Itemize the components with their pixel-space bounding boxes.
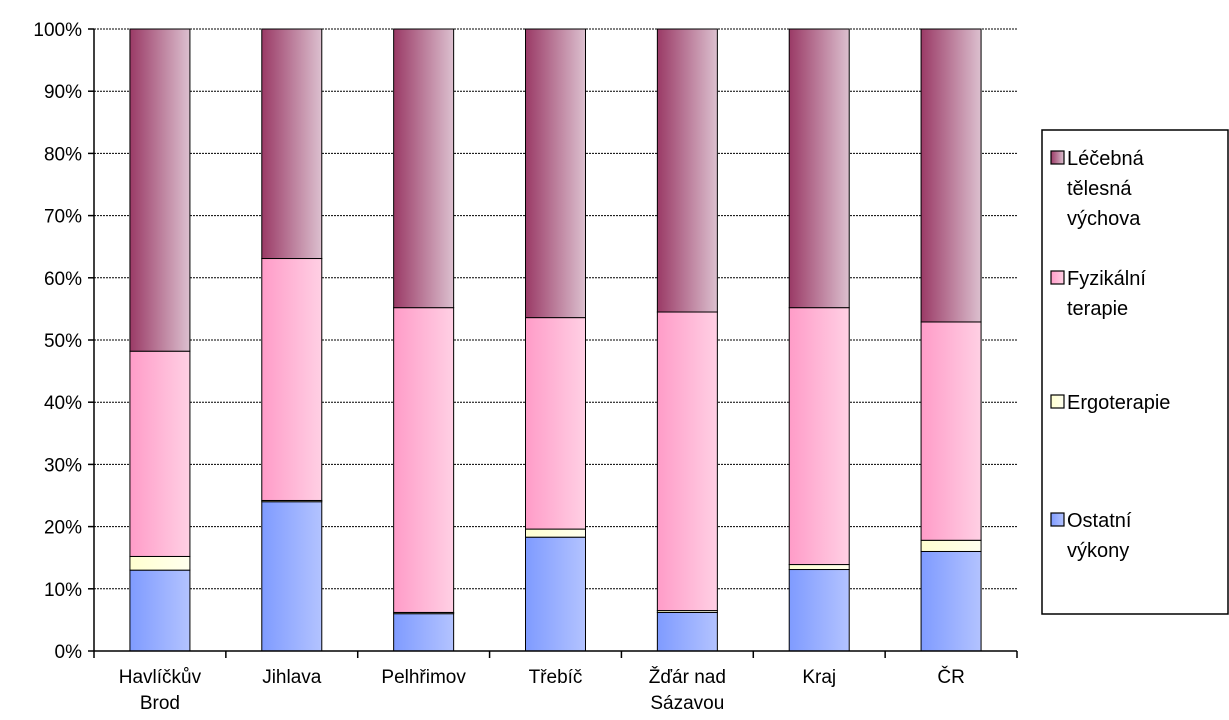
legend-swatch bbox=[1050, 150, 1065, 165]
bar-segment bbox=[261, 501, 323, 652]
bar-segment bbox=[129, 569, 191, 652]
gridlines bbox=[94, 28, 1017, 590]
bars bbox=[129, 28, 982, 652]
category-label: Kraj bbox=[802, 667, 836, 688]
bar-segment bbox=[393, 307, 455, 613]
axes bbox=[88, 28, 1018, 658]
bar-segment bbox=[788, 307, 850, 566]
legend-label: Ostatní výkony bbox=[1067, 510, 1132, 562]
y-tick-label: 0% bbox=[55, 642, 83, 663]
bar-segment bbox=[129, 350, 191, 557]
y-tick-label: 70% bbox=[44, 207, 82, 228]
y-tick-label: 50% bbox=[44, 331, 82, 352]
bar-segment bbox=[920, 28, 982, 323]
category-label: Havlíčkův Brod bbox=[119, 667, 202, 714]
legend-swatch bbox=[1050, 270, 1065, 285]
bar-segment bbox=[525, 528, 586, 538]
bar-segment bbox=[129, 28, 191, 352]
bar-segment bbox=[393, 28, 455, 309]
legend-swatch bbox=[1050, 394, 1065, 409]
bar-segment bbox=[129, 555, 191, 571]
bar-segment bbox=[261, 258, 323, 501]
y-tick-label: 60% bbox=[44, 269, 82, 290]
bar-segment bbox=[920, 539, 982, 552]
category-label: Třebíč bbox=[529, 667, 583, 688]
category-label: Pelhřimov bbox=[381, 667, 466, 688]
x-category-labels: Havlíčkův Brod Jihlava Pelhřimov Třebíč Žďár … bbox=[119, 666, 965, 714]
bar-segment bbox=[788, 564, 850, 571]
legend-label: Ergoterapie bbox=[1067, 392, 1170, 414]
legend-label: Léčebná tělesná výchova bbox=[1067, 148, 1145, 230]
bar-segment bbox=[788, 28, 850, 309]
bar-segment bbox=[656, 311, 718, 612]
bar-segment bbox=[920, 550, 982, 652]
y-tick-label: 40% bbox=[44, 393, 82, 414]
bar-segment bbox=[261, 28, 323, 260]
bar-segment bbox=[656, 28, 718, 313]
y-tick-label: 10% bbox=[44, 580, 82, 601]
y-tick-label: 20% bbox=[44, 518, 82, 539]
legend-swatch bbox=[1050, 512, 1065, 527]
bar-segment bbox=[656, 611, 718, 652]
y-tick-label: 30% bbox=[44, 455, 82, 476]
legend: Léčebná tělesná výchova Fyzikální terapie Erg… bbox=[1041, 129, 1229, 615]
category-label: Jihlava bbox=[262, 667, 322, 688]
category-label: ČR bbox=[937, 666, 964, 688]
bar-segment bbox=[525, 536, 586, 652]
legend-label: Fyzikální terapie bbox=[1067, 268, 1146, 320]
bar-segment bbox=[920, 321, 982, 541]
y-tick-label: 100% bbox=[33, 20, 82, 41]
bar-segment bbox=[525, 28, 586, 319]
y-tick-labels: 0% 10% 20% 30% 40% 50% 60% 70% 80% 90% 100% bbox=[33, 20, 82, 663]
bar-segment bbox=[393, 613, 455, 652]
y-tick-label: 80% bbox=[44, 144, 82, 165]
legend-box bbox=[1041, 129, 1229, 615]
category-label: Žďár nad Sázavou bbox=[649, 666, 726, 714]
bar-segment bbox=[788, 569, 850, 652]
bar-segment bbox=[525, 317, 586, 530]
y-tick-label: 90% bbox=[44, 82, 82, 103]
